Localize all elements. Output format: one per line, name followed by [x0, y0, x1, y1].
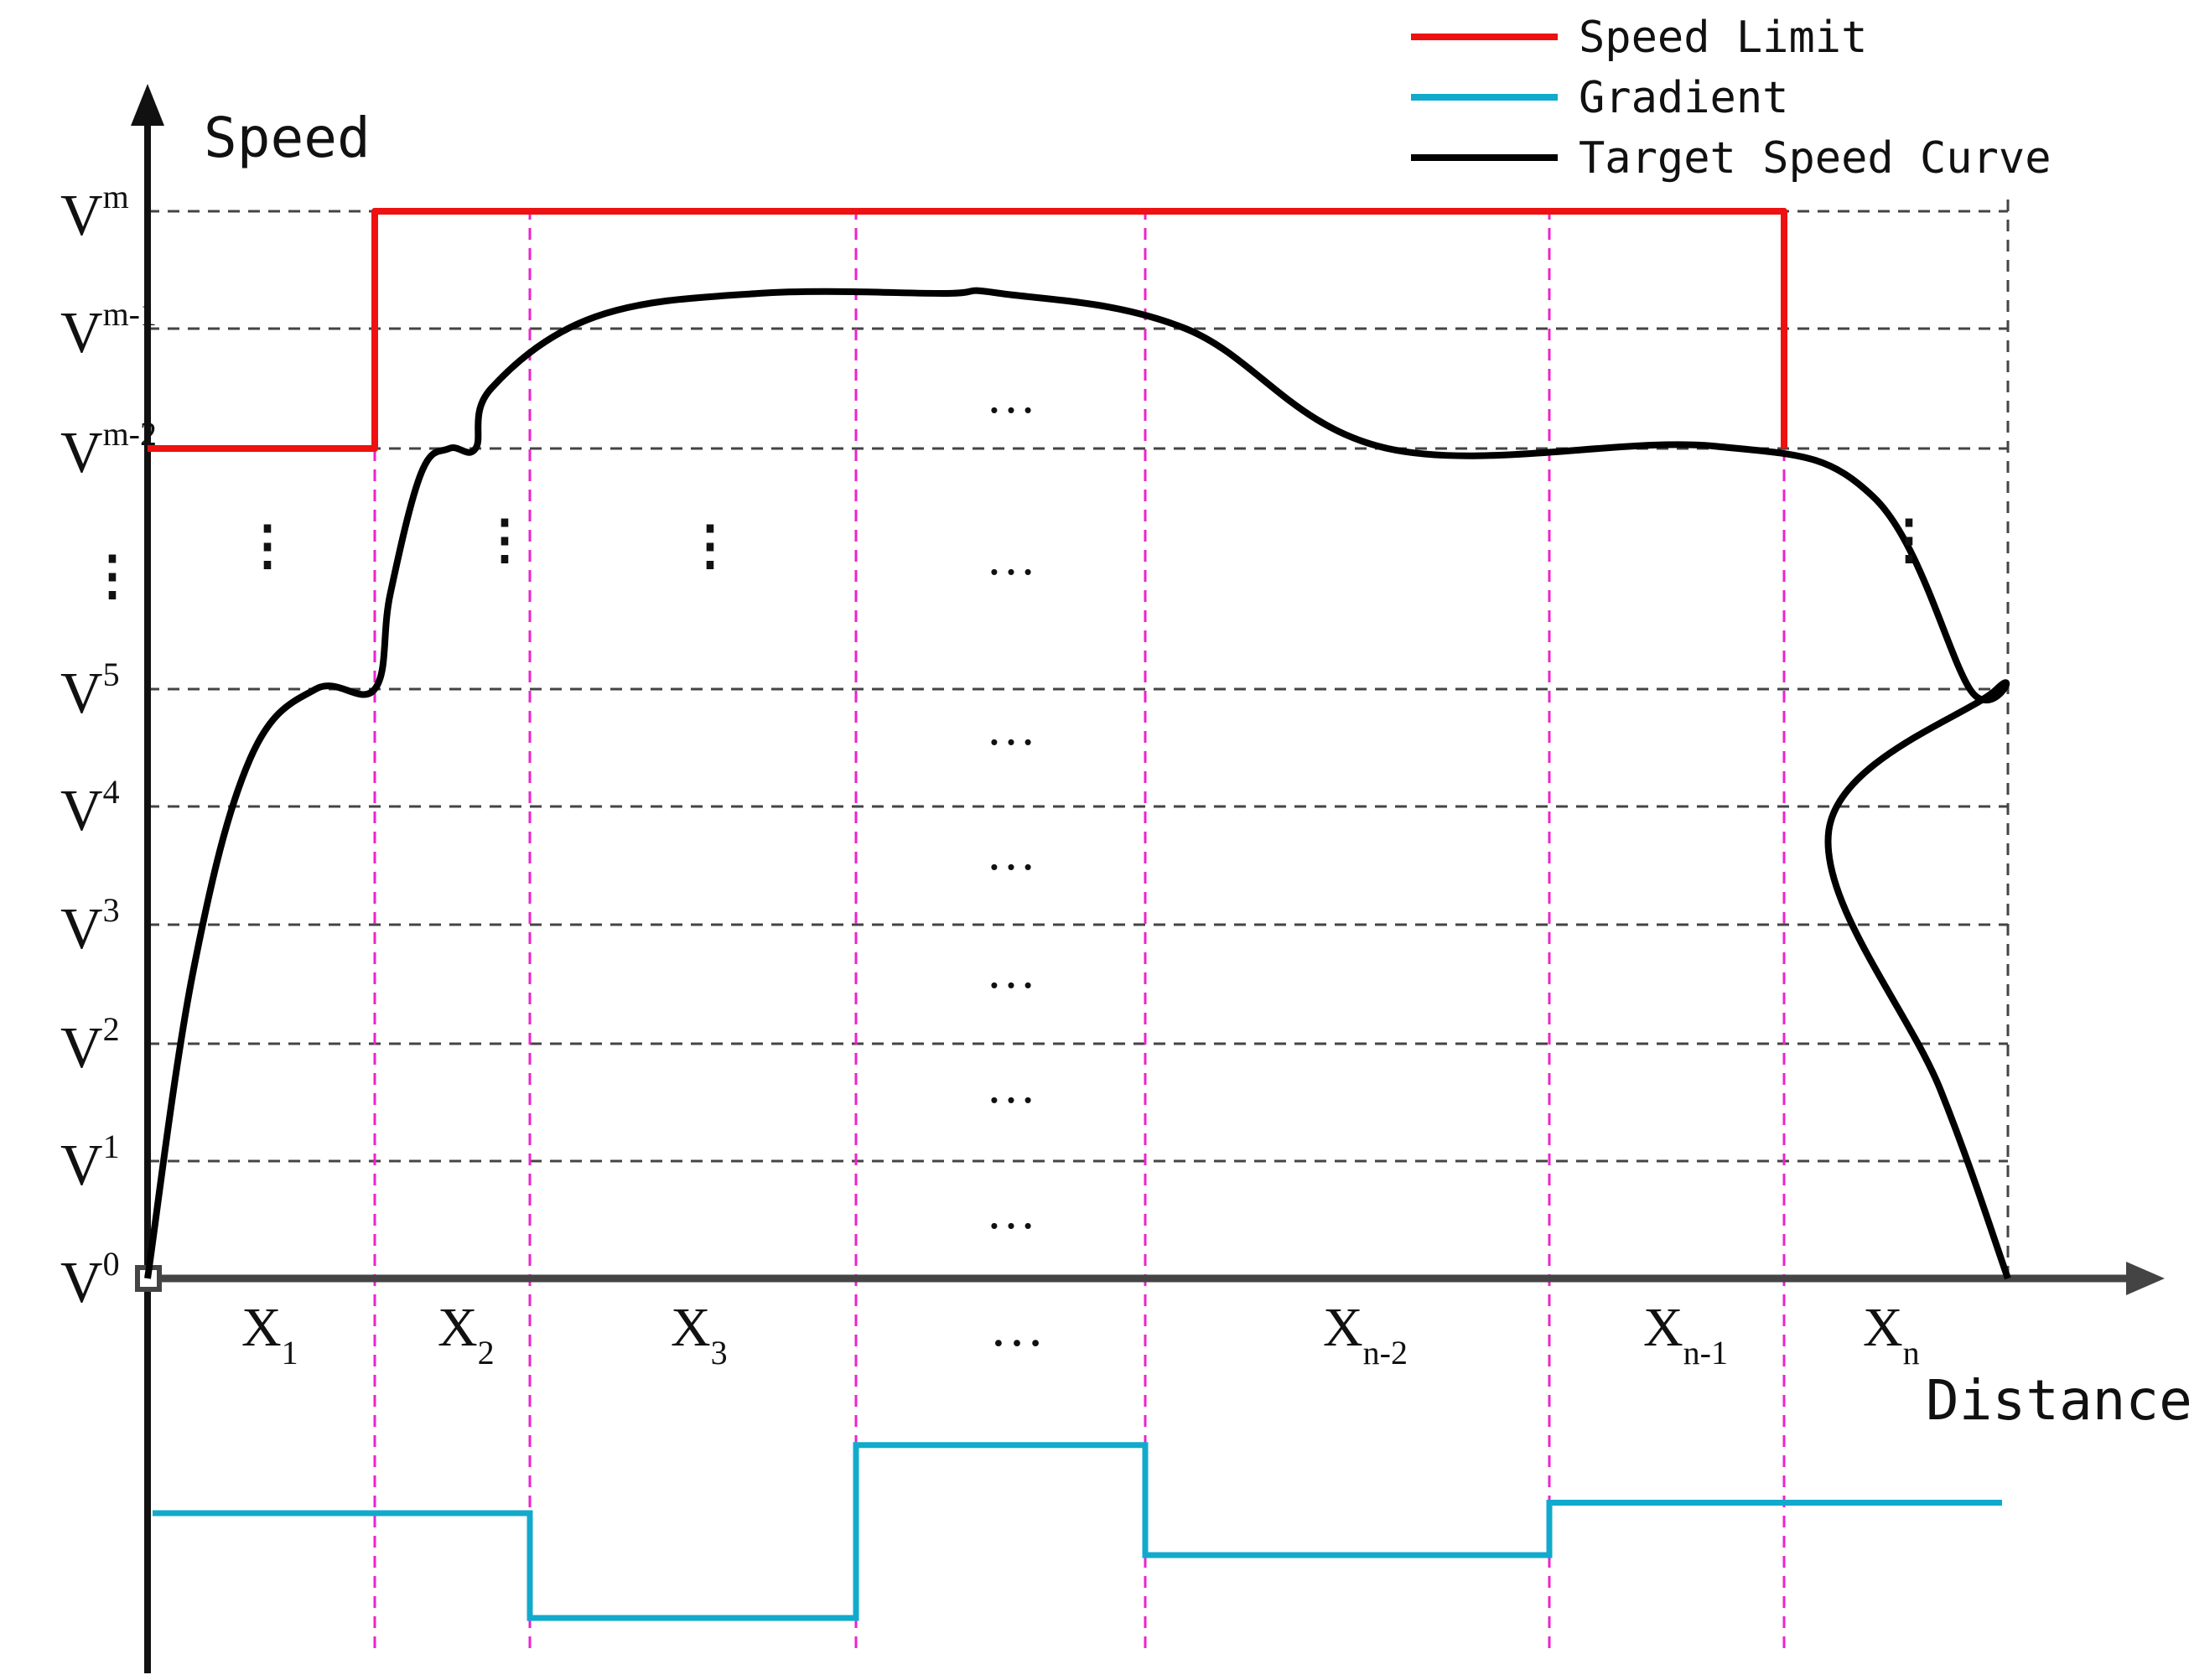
y-level-label: V4	[60, 773, 120, 843]
vertical-ellipsis-mark: ⋮	[683, 516, 737, 575]
series-layer	[144, 208, 2011, 1280]
legend-label-speed-limit: Speed Limit	[1579, 13, 1867, 63]
x-section-label: X2	[438, 1297, 495, 1371]
y-axis-arrow	[131, 84, 164, 126]
legend-label-target-speed: Target Speed Curve	[1579, 133, 2052, 184]
horizontal-grid	[148, 210, 2008, 1163]
x-section-label: …	[989, 1297, 1045, 1358]
y-level-label: Vm-2	[60, 415, 157, 485]
vertical-ellipsis-mark: ⋮	[1882, 510, 1936, 569]
y-level-label: V3	[60, 891, 120, 962]
legend: Speed Limit Gradient Target Speed Curve	[1411, 13, 2052, 184]
x-section-label: Xn-2	[1323, 1297, 1408, 1371]
x-axis-title: Distance	[1926, 1368, 2189, 1433]
gradient-layer	[153, 1442, 2002, 1621]
ellipsis-mark: …	[986, 530, 1036, 585]
y-level-label: Vm	[60, 178, 129, 248]
vertical-ellipsis-mark: ⋮	[241, 516, 294, 575]
y-level-label: Vm-1	[60, 295, 157, 366]
series-line-target-speed-curve	[144, 287, 2011, 1280]
y-level-label: V5	[60, 656, 120, 726]
ellipsis-mark: …	[986, 943, 1036, 998]
ellipsis-mark: …	[986, 368, 1036, 423]
y-level-label: V2	[60, 1010, 120, 1081]
x-axis-arrow	[2126, 1262, 2165, 1295]
axes	[131, 84, 2165, 1673]
ellipsis-mark: …	[986, 700, 1036, 755]
x-section-label: X1	[241, 1297, 298, 1371]
ellipsis-mark: …	[986, 1184, 1036, 1239]
x-section-labels: X1 X2 X3 … Xn-2 Xn-1 Xn	[241, 1297, 1920, 1371]
section-boundaries	[373, 208, 1786, 1656]
gradient-step-line	[153, 1442, 2002, 1621]
y-level-label: V0	[60, 1245, 120, 1315]
y-axis-title: Speed	[204, 106, 371, 170]
y-level-labels: V0 V1 V2 V3 V4 V5 ⋮ Vm-2 Vm-1 Vm	[60, 178, 157, 1315]
x-section-label: X3	[671, 1297, 728, 1371]
x-section-label: Xn	[1863, 1297, 1920, 1371]
ellipsis-mark: …	[986, 1058, 1036, 1113]
legend-label-gradient: Gradient	[1579, 73, 1788, 123]
ellipsis-mark: …	[986, 825, 1036, 880]
y-level-label: V1	[60, 1128, 120, 1198]
y-level-label: ⋮	[86, 546, 139, 605]
vertical-ellipsis-mark: ⋮	[478, 510, 532, 569]
ellipsis-marks: … … … … … … … ⋮ ⋮ ⋮ ⋮	[241, 368, 1936, 1239]
x-section-label: Xn-1	[1643, 1297, 1728, 1371]
series-line-speed-limit	[148, 208, 1787, 452]
